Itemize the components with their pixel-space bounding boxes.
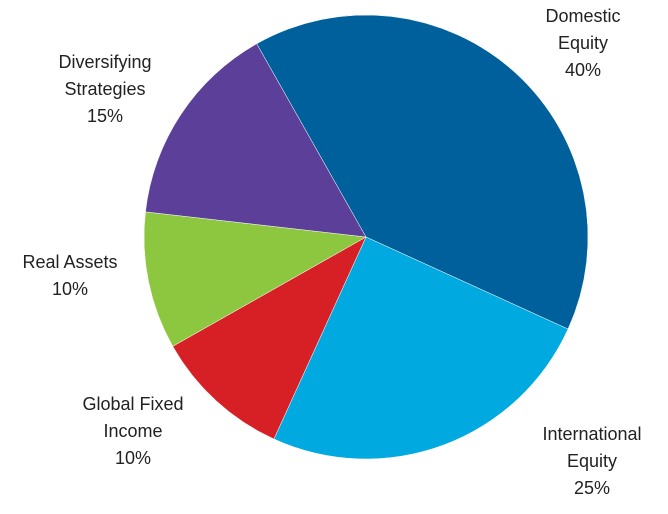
pie-slice — [273, 236, 569, 460]
value-label: 25% — [574, 478, 610, 498]
slice-label: Domestic Equity — [545, 6, 620, 53]
pie-slice — [145, 43, 367, 238]
pie-slice — [256, 14, 589, 330]
pie-slice — [143, 211, 367, 347]
value-label: 10% — [115, 448, 151, 468]
value-label: 40% — [565, 60, 601, 80]
slice-label: Real Assets — [22, 252, 117, 272]
slice-label: Diversifying Strategies — [58, 52, 151, 99]
pie-slice — [172, 236, 367, 440]
value-label: 10% — [52, 279, 88, 299]
slice-label: Global Fixed Income — [82, 394, 183, 441]
value-label: 15% — [87, 106, 123, 126]
slice-label: International Equity — [542, 424, 641, 471]
